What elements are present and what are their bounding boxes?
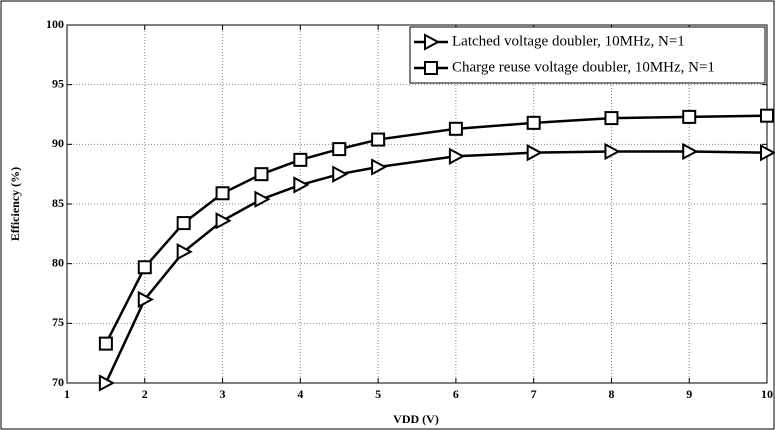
legend-label: Charge reuse voltage doubler, 10MHz, N=1 — [452, 59, 715, 75]
marker — [137, 260, 152, 275]
y-tick-label: 75 — [52, 315, 64, 329]
series-line — [104, 114, 768, 345]
marker — [424, 61, 438, 75]
marker — [254, 167, 269, 182]
marker — [254, 190, 271, 208]
marker — [424, 33, 441, 51]
marker — [604, 142, 621, 161]
marker — [215, 186, 230, 201]
legend-box — [409, 26, 766, 84]
marker — [137, 290, 154, 309]
marker — [760, 144, 775, 162]
x-tick-label: 2 — [142, 387, 148, 401]
marker — [215, 212, 232, 230]
marker — [332, 165, 349, 183]
y-tick-label: 90 — [52, 136, 64, 150]
x-tick-label: 5 — [375, 387, 381, 401]
marker — [604, 111, 619, 126]
marker — [526, 144, 543, 162]
marker — [526, 115, 541, 130]
marker — [176, 243, 193, 261]
x-axis-label: VDD (V) — [393, 412, 439, 426]
marker — [293, 152, 308, 167]
y-tick-label: 85 — [52, 196, 64, 210]
marker — [448, 121, 463, 136]
marker — [682, 109, 697, 124]
marker — [176, 216, 191, 231]
x-tick-label: 1 — [64, 387, 70, 401]
x-tick-label: 7 — [531, 387, 537, 401]
series-line — [104, 150, 768, 384]
y-axis-label: Efficiency (%) — [8, 167, 22, 241]
x-tick-label: 8 — [608, 387, 614, 401]
x-tick-label: 10 — [761, 387, 773, 401]
y-tick-label: 70 — [52, 375, 64, 389]
marker — [760, 108, 774, 123]
x-tick-label: 4 — [297, 387, 303, 401]
y-tick-label: 95 — [52, 76, 64, 90]
plot-area — [66, 24, 768, 384]
marker — [371, 158, 388, 176]
y-tick-label: 80 — [52, 255, 64, 269]
marker — [98, 374, 115, 392]
y-tick-label: 100 — [46, 17, 64, 31]
marker — [448, 147, 465, 165]
marker — [371, 132, 386, 147]
legend-label: Latched voltage doubler, 10MHz, N=1 — [452, 33, 685, 49]
x-tick-label: 3 — [220, 387, 226, 401]
marker — [293, 176, 310, 194]
x-tick-label: 6 — [453, 387, 459, 401]
marker — [98, 336, 113, 351]
marker — [682, 142, 699, 161]
marker — [332, 142, 347, 157]
x-tick-label: 9 — [686, 387, 692, 401]
